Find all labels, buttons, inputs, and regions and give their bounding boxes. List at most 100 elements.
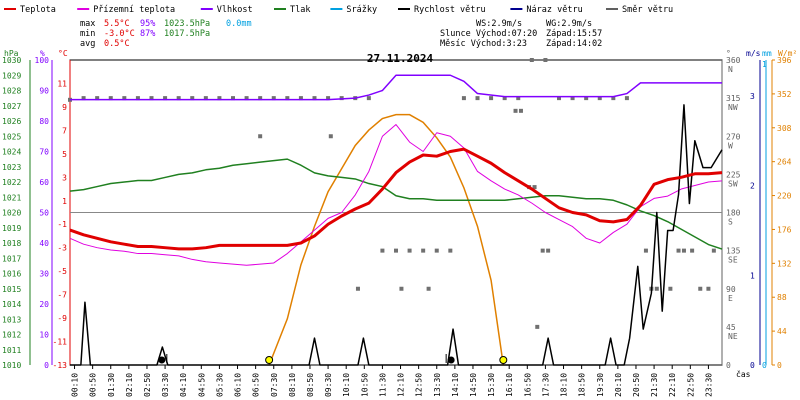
sunset-marker [499,356,508,364]
stat-max-press: 1023.5hPa [164,19,210,29]
mm-axis-label: mm [762,49,772,58]
wind-direction-point [122,96,127,101]
hpa-tick-label: 1028 [2,87,21,96]
ms-axis-label: m/s [746,49,761,58]
series-line-vlhkost [70,74,722,101]
direction-tick-compass: SW [728,179,738,188]
pct-axis-label: % [40,49,45,58]
time-tick-label: 19:30 [596,373,605,397]
hpa-tick-label: 1030 [2,56,21,65]
wind-direction-point [706,286,711,291]
time-tick-label: 21:30 [650,373,659,397]
direction-tick-compass: E [728,294,733,303]
wind-direction-point [540,248,545,253]
hpa-axis-label: hPa [4,49,19,58]
celsius-tick-label: -13 [53,361,68,370]
hpa-tick-label: 1026 [2,117,21,126]
time-tick-label: 10:10 [342,373,351,397]
wind-direction-point [95,96,100,101]
pct-tick-label: 40 [39,239,49,248]
pct-tick-label: 30 [39,270,49,279]
hpa-tick-label: 1023 [2,163,21,172]
pct-tick-label: 10 [39,331,49,340]
wind-direction-point [681,248,686,253]
hpa-tick-label: 1021 [2,193,21,202]
wm2-tick-label: 396 [777,56,792,65]
wm2-tick-label: 0 [777,361,782,370]
wind-direction-point [426,286,431,291]
wind-direction-point [570,96,575,101]
legend-entry: Teplota [20,5,56,15]
pct-tick-label: 100 [35,56,50,65]
wm2-tick-label: 176 [777,225,792,234]
direction-tick-label: 45 [726,323,736,332]
hpa-tick-label: 1019 [2,224,21,233]
celsius-tick-label: 3 [62,173,67,182]
wind-direction-point [698,286,703,291]
celsius-tick-label: 9 [62,103,67,112]
hpa-tick-label: 1014 [2,300,21,309]
hpa-tick-label: 1012 [2,331,21,340]
stat-max-temp: 5.5°C [104,19,130,29]
stat-avg-label: avg [80,39,95,49]
time-tick-label: 23:30 [704,373,713,397]
hpa-tick-label: 1011 [2,346,21,355]
wind-direction-point [611,96,616,101]
pct-tick-label: 70 [39,148,49,157]
hpa-tick-label: 1027 [2,102,21,111]
time-axis: 00:10 00:50 01:30 02:10 02:50 03:30 04:10 04:50… [71,365,713,397]
mm-tick-label: 1 [762,60,767,69]
hpa-tick-label: 1015 [2,285,21,294]
stat-min-press: 1017.5hPa [164,29,210,39]
wind-direction-point [690,248,695,253]
ms-tick-label: 2 [750,182,755,191]
wind-direction-point [529,58,534,62]
wind-direction-point [339,96,344,101]
wind-direction-point [489,96,494,101]
wm2-tick-label: 308 [777,124,792,133]
time-tick-label: 12:10 [397,373,406,397]
ms-tick-label: 0 [750,361,755,370]
pct-tick-label: 20 [39,300,49,309]
direction-tick-label: 360 [726,56,741,65]
direction-tick-compass: W [728,141,733,150]
time-tick-label: 08:50 [306,373,315,397]
wind-direction-point [461,96,466,101]
wind-direction-point [597,96,602,101]
wind-direction-point [285,96,290,101]
time-tick-label: 20:50 [632,373,641,397]
moonrise-info: Měsíc Východ:3:23 [440,39,527,49]
hpa-tick-label: 1024 [2,148,21,157]
wind-direction-point [355,286,360,291]
time-tick-label: 10:50 [360,373,369,397]
wm2-tick-label: 132 [777,259,792,268]
sun-moon-block: WS:2.9m/s WG:2.9m/s Slunce Východ:07:20 … [440,19,602,49]
hpa-tick-label: 1018 [2,239,21,248]
wind-direction-point [163,96,168,101]
wind-direction-point [407,248,412,253]
wind-direction-point [421,248,426,253]
wind-direction-point [513,108,518,113]
wind-direction-point [244,96,249,101]
wind-direction-point [546,248,551,253]
legend-entry: Rychlost větru [414,5,486,15]
wm2-tick-label: 88 [777,293,787,302]
left-axes: 1010101110121013101410151016101710181019… [2,56,71,370]
direction-tick-compass: N [728,65,733,74]
wind-direction-point [518,108,523,113]
legend-entry: Přízemní teplota [93,5,175,15]
series-line-tlak [69,158,723,250]
celsius-tick-label: -7 [57,291,67,300]
time-tick-label: 01:30 [107,373,116,397]
wind-direction-point [448,248,453,253]
sunrise-marker [265,356,274,364]
wind-direction-point [643,248,648,253]
mm-tick-label: 0 [762,361,767,370]
wind-gust-info: WG:2.9m/s [546,19,592,29]
direction-tick-label: 225 [726,170,741,179]
time-tick-label: 18:50 [578,373,587,397]
time-tick-label: 02:50 [143,373,152,397]
time-tick-label: 14:50 [469,373,478,397]
direction-tick-label: 90 [726,285,736,294]
time-tick-label: 07:30 [270,373,279,397]
